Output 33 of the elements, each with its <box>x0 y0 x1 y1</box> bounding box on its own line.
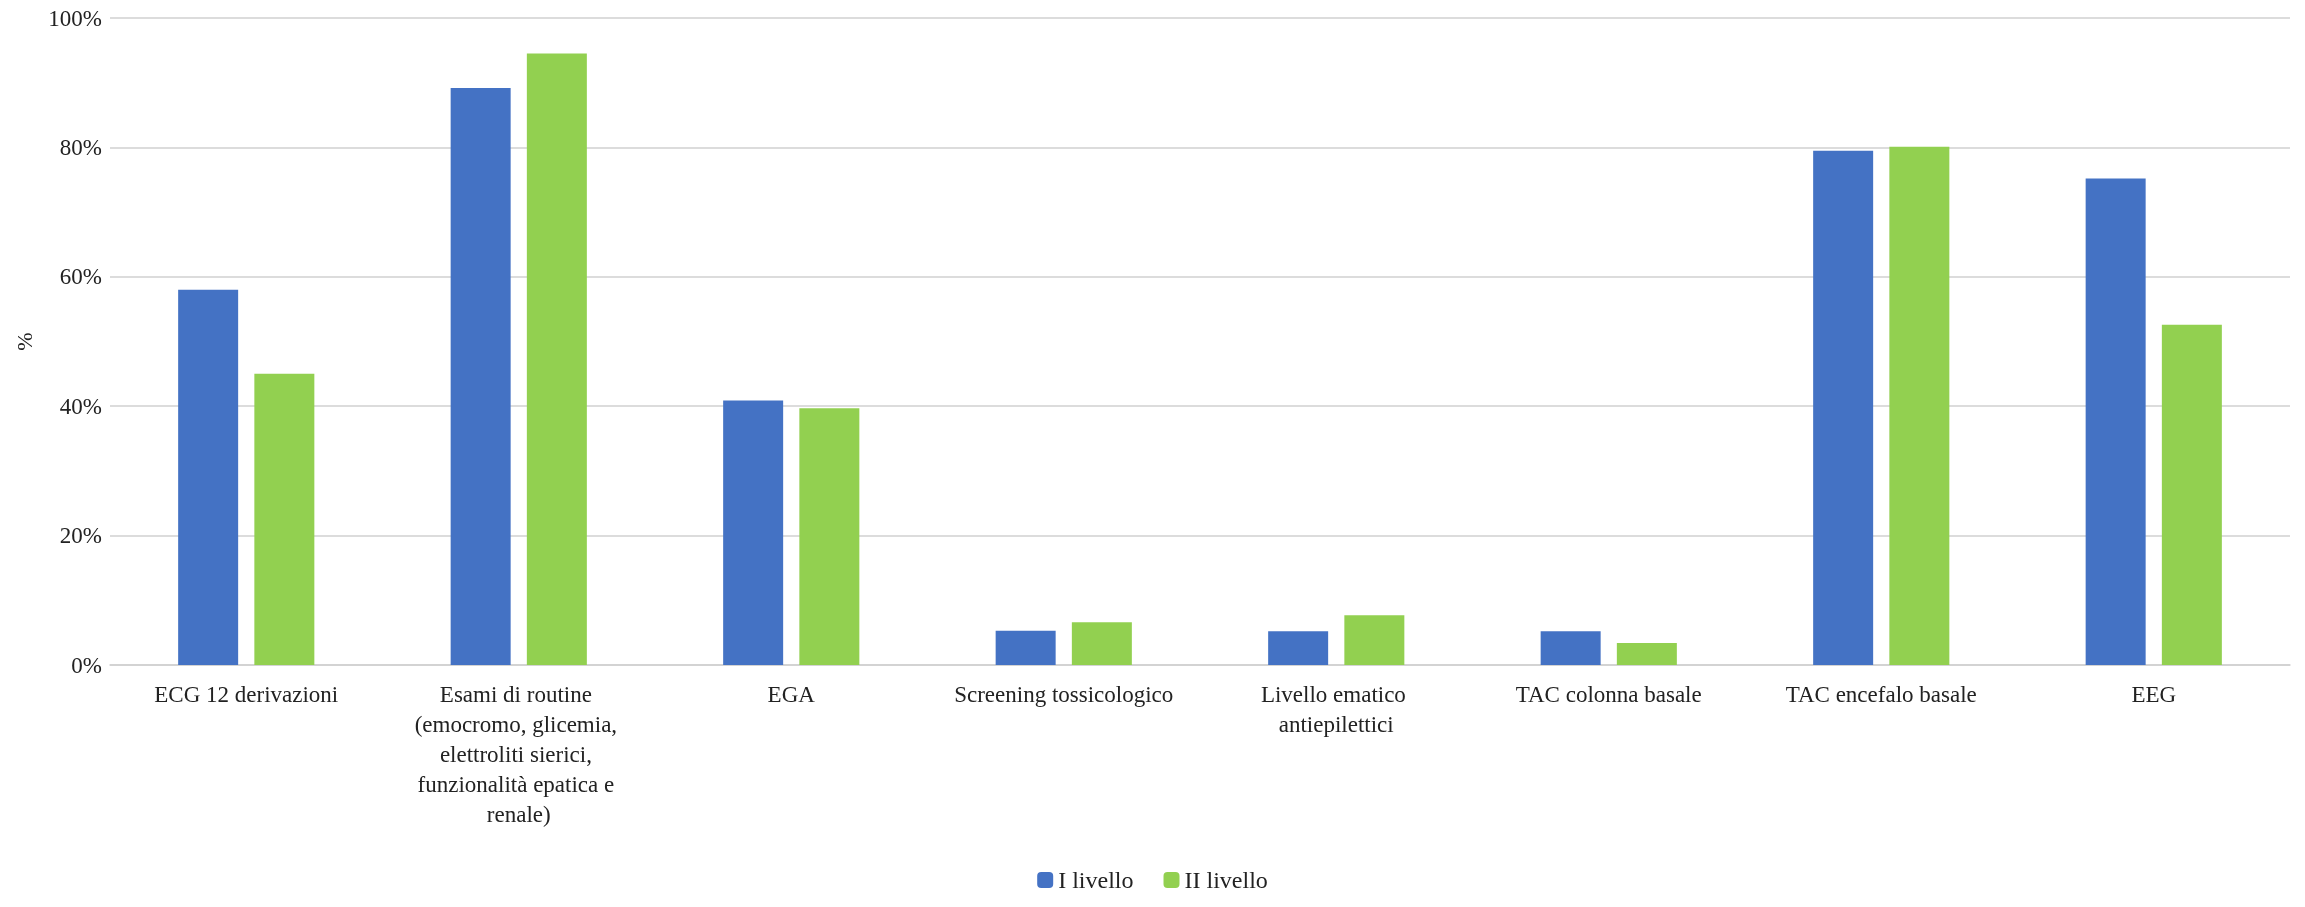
bar <box>723 400 784 665</box>
bar <box>178 289 239 665</box>
bar <box>799 408 860 665</box>
bar <box>526 53 587 665</box>
x-tick-label: ECG 12 derivazioni <box>154 681 339 707</box>
bar <box>1813 150 1874 665</box>
x-tick-label: TAC encefalo basale <box>1785 681 1977 707</box>
bar <box>995 630 1056 665</box>
bar <box>1268 631 1329 665</box>
y-axis-title: % <box>11 332 37 351</box>
y-tick-label: 100% <box>48 5 102 31</box>
bar <box>254 373 315 665</box>
bar <box>1071 622 1132 665</box>
x-tick-label: Esami di routine (emocromo, glicemia, elettroliti sierici, funzionalità epatica e renale) <box>414 681 623 827</box>
bar <box>1889 146 1950 665</box>
y-tick-label: 0% <box>71 652 102 678</box>
bar <box>1616 643 1677 665</box>
bar <box>2161 324 2222 665</box>
y-tick-label: 60% <box>59 264 102 290</box>
bar <box>1344 615 1405 665</box>
bar <box>2085 178 2146 665</box>
x-tick-label: Screening tossicologico <box>954 681 1174 707</box>
x-tick-label: Livello ematico antiepilettici <box>1260 681 1412 737</box>
bar <box>450 87 511 665</box>
legend-label: II livello <box>1184 867 1268 893</box>
bar <box>1540 631 1601 665</box>
x-tick-label: EEG <box>2131 681 2177 707</box>
y-tick-label: 20% <box>59 523 102 549</box>
x-tick-label: TAC colonna basale <box>1515 681 1702 707</box>
legend-label: I livello <box>1058 867 1134 893</box>
y-tick-label: 40% <box>59 393 102 419</box>
x-tick-label: EGA <box>767 681 816 707</box>
y-tick-label: 80% <box>59 134 102 160</box>
